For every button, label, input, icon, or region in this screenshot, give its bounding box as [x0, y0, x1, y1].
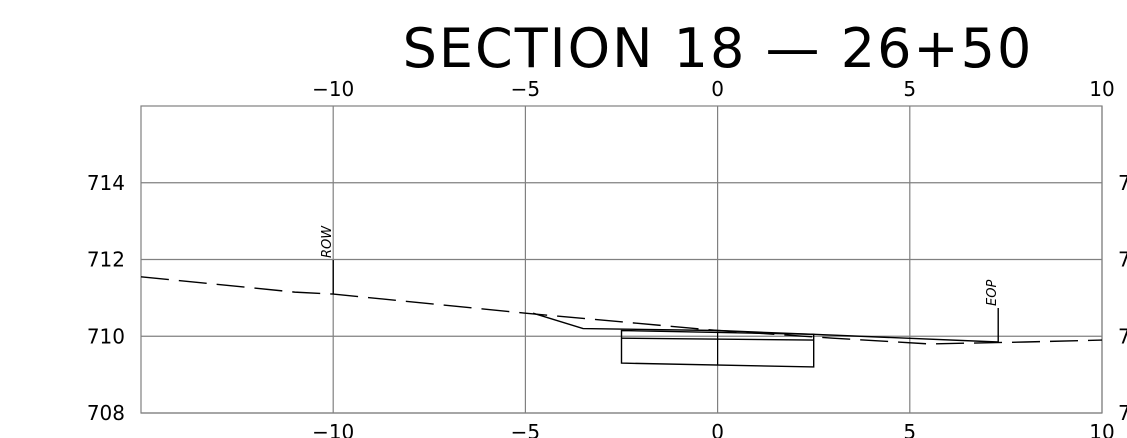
grid — [140, 105, 1103, 414]
y-tick-label-right: 7 — [1118, 324, 1127, 348]
row-label: ROW — [320, 225, 335, 258]
profile-lines — [140, 276, 1103, 368]
x-tick-label-bottom: 5 — [903, 420, 916, 438]
x-tick-label-top: 0 — [711, 77, 724, 101]
y-tick-label-left: 710 — [87, 324, 125, 348]
x-tick-label-top: 5 — [903, 77, 916, 101]
x-tick-label-top: −5 — [511, 77, 540, 101]
section-title: SECTION 18 — 26+50 — [403, 17, 1034, 80]
pavement-box — [620, 329, 815, 368]
y-tick-label-left: 712 — [87, 248, 125, 272]
y-tick-label-right: 7 — [1118, 248, 1127, 272]
x-tick-label-bottom: 10 — [1089, 420, 1114, 438]
x-tick-label-top: 10 — [1089, 77, 1114, 101]
proposed-grade-line — [532, 312, 999, 343]
x-tick-label-bottom: 0 — [711, 420, 724, 438]
eop-label: EOP — [985, 280, 1000, 306]
x-tick-label-bottom: −5 — [511, 420, 540, 438]
x-tick-label-bottom: −10 — [312, 420, 354, 438]
y-tick-label-right: 7 — [1118, 401, 1127, 425]
x-tick-label-top: −10 — [312, 77, 354, 101]
y-tick-label-left: 708 — [87, 401, 125, 425]
annotations: ROW EOP — [320, 225, 1000, 343]
tick-labels: −10 −10 −5 −5 0 0 5 5 10 10 708 7 710 7 712 7 714 7 — [87, 77, 1127, 438]
y-tick-label-right: 7 — [1118, 171, 1127, 195]
y-tick-label-left: 714 — [87, 171, 125, 195]
